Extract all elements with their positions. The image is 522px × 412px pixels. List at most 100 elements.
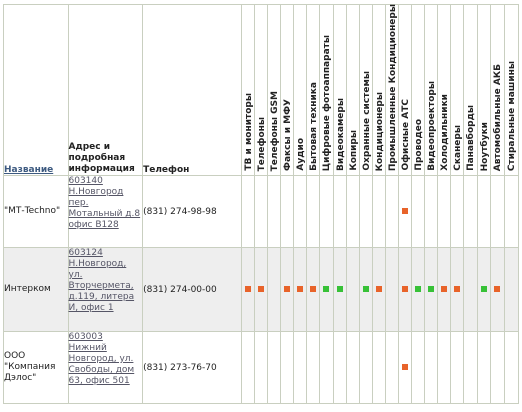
category-mark-cell xyxy=(358,175,373,248)
category-mark-cell xyxy=(371,247,386,332)
company-name: Интерком xyxy=(3,247,69,332)
category-mark-cell xyxy=(476,175,491,248)
category-mark-cell xyxy=(503,247,520,332)
table-row: ООО "Компания Дэлос" 603003 Нижний Новго… xyxy=(3,331,520,404)
category-header: Бытовая техника xyxy=(306,4,321,176)
category-mark-cell xyxy=(397,247,413,332)
category-mark-cell xyxy=(240,247,255,332)
orange-marker xyxy=(310,285,317,292)
category-mark-cell xyxy=(384,331,399,404)
category-header: Ноутбуки xyxy=(476,4,491,176)
orange-marker xyxy=(402,285,409,292)
category-mark-cell xyxy=(267,247,282,332)
category-mark-cell xyxy=(411,175,426,248)
address-cell: 603124 Н.Новгород, ул. Вторчермета, д.11… xyxy=(67,247,144,332)
green-marker xyxy=(362,285,369,292)
category-mark-cell xyxy=(293,175,308,248)
category-mark-cell xyxy=(345,247,360,332)
category-mark-cell xyxy=(371,331,386,404)
category-mark-cell xyxy=(424,247,439,332)
green-marker xyxy=(428,285,435,292)
category-mark-cell xyxy=(489,331,505,404)
company-name: "МТ-Techno" xyxy=(3,175,69,248)
address-cell: 603140 Н.Новгород пер. Мотальный д.8 офи… xyxy=(67,175,144,248)
column-header-address: Адрес и подробная информация xyxy=(67,4,144,176)
category-mark-cell xyxy=(450,331,465,404)
category-mark-cell xyxy=(489,175,505,248)
orange-marker xyxy=(284,285,291,292)
orange-marker xyxy=(297,285,304,292)
category-mark-cell xyxy=(253,247,269,332)
address-link[interactable]: 603124 Н.Новгород, ул. Вторчермета, д.11… xyxy=(68,248,135,313)
table-row: Интерком 603124 Н.Новгород, ул. Вторчерм… xyxy=(3,247,520,332)
category-mark-cell xyxy=(332,175,347,248)
green-marker xyxy=(336,285,343,292)
category-header: Факсы и МФУ xyxy=(280,4,295,176)
category-header: Холодильники xyxy=(437,4,452,176)
category-mark-cell xyxy=(240,331,255,404)
category-header: Стиральные машины xyxy=(503,4,520,176)
company-name: ООО "Компания Дэлос" xyxy=(3,331,69,404)
category-mark-cell xyxy=(463,175,478,248)
column-header-phone: Телефон xyxy=(142,4,242,176)
category-header: Видеопроекторы xyxy=(424,4,439,176)
category-mark-cell xyxy=(358,331,373,404)
category-mark-cell xyxy=(293,331,308,404)
category-mark-cell xyxy=(267,175,282,248)
category-mark-cell xyxy=(476,331,491,404)
category-mark-cell xyxy=(293,247,308,332)
category-mark-cell xyxy=(319,331,334,404)
category-mark-cell xyxy=(371,175,386,248)
category-mark-cell xyxy=(345,175,360,248)
category-mark-cell xyxy=(411,247,426,332)
category-header: Автомобильные АКБ xyxy=(489,4,505,176)
category-mark-cell xyxy=(358,247,373,332)
phone-cell: (831) 273-76-70 xyxy=(142,331,242,404)
phone-cell: (831) 274-00-00 xyxy=(142,247,242,332)
address-link[interactable]: 603003 Нижний Новгород, ул. Свободы, дом… xyxy=(68,332,135,386)
category-header: Телефоны xyxy=(253,4,269,176)
category-mark-cell xyxy=(332,331,347,404)
category-mark-cell xyxy=(489,247,505,332)
category-mark-cell xyxy=(463,247,478,332)
green-marker xyxy=(480,285,487,292)
category-mark-cell xyxy=(437,175,452,248)
category-mark-cell xyxy=(345,331,360,404)
category-mark-cell xyxy=(424,331,439,404)
category-header: ТВ и мониторы xyxy=(240,4,255,176)
header-row: Название Адрес и подробная информация Те… xyxy=(3,4,520,176)
category-mark-cell xyxy=(240,175,255,248)
orange-marker xyxy=(257,285,264,292)
category-mark-cell xyxy=(450,175,465,248)
category-mark-cell xyxy=(280,331,295,404)
category-mark-cell xyxy=(280,175,295,248)
name-sort-link[interactable]: Название xyxy=(4,165,54,175)
orange-marker xyxy=(244,285,251,292)
category-header: Копиры xyxy=(345,4,360,176)
category-mark-cell xyxy=(253,331,269,404)
address-link[interactable]: 603140 Н.Новгород пер. Мотальный д.8 офи… xyxy=(68,176,141,230)
orange-marker xyxy=(402,207,409,214)
orange-marker xyxy=(402,363,409,370)
category-mark-cell xyxy=(424,175,439,248)
category-header: Проводео xyxy=(411,4,426,176)
category-header: Панавборды xyxy=(463,4,478,176)
category-header: Офисные АТС xyxy=(397,4,413,176)
category-mark-cell xyxy=(267,331,282,404)
address-cell: 603003 Нижний Новгород, ул. Свободы, дом… xyxy=(67,331,144,404)
category-mark-cell xyxy=(503,175,520,248)
category-mark-cell xyxy=(397,175,413,248)
category-mark-cell xyxy=(397,331,413,404)
category-mark-cell xyxy=(411,331,426,404)
orange-marker xyxy=(454,285,461,292)
green-marker xyxy=(415,285,422,292)
column-header-name[interactable]: Название xyxy=(3,4,69,176)
category-mark-cell xyxy=(384,247,399,332)
category-mark-cell xyxy=(437,247,452,332)
table-row: "МТ-Techno" 603140 Н.Новгород пер. Мотал… xyxy=(3,175,520,248)
category-header: Сканеры xyxy=(450,4,465,176)
category-mark-cell xyxy=(503,331,520,404)
category-header: Телефоны GSM xyxy=(267,4,282,176)
dealers-table: Название Адрес и подробная информация Те… xyxy=(3,4,520,404)
category-header: Кондиционеры xyxy=(371,4,386,176)
